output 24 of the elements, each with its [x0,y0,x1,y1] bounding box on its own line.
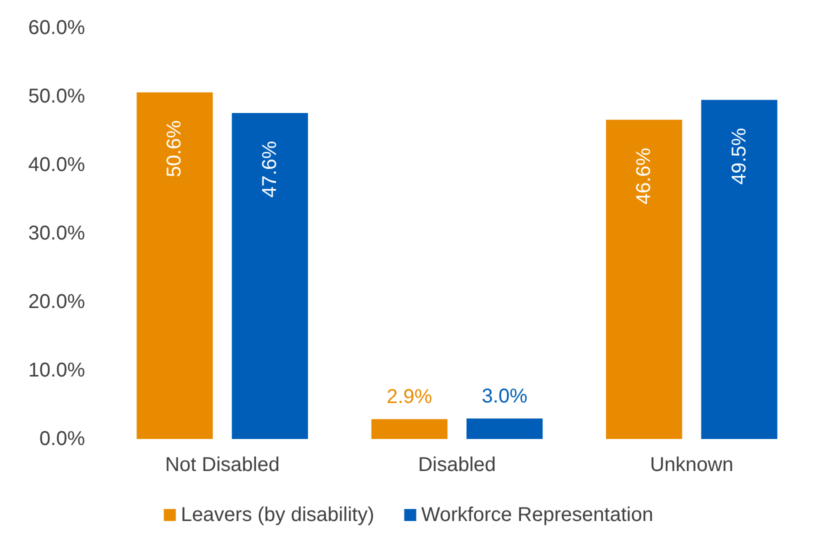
data-label: 47.6% [258,140,281,198]
data-label: 46.6% [633,148,656,205]
y-tick-label: 10.0% [28,360,86,382]
x-tick-label: Not Disabled [165,454,280,476]
bar [136,92,213,439]
y-tick-label: 0.0% [39,428,86,450]
legend-label: Leavers (by disability) [180,504,374,526]
data-label: 49.5% [728,128,750,185]
x-tick-label: Unknown [650,454,734,476]
data-label: 3.0% [482,385,528,408]
bar [606,120,682,439]
data-label: 2.9% [386,386,432,408]
data-label: 50.6% [164,120,186,178]
y-tick-label: 40.0% [28,154,86,176]
y-tick-label: 60.0% [28,17,86,39]
legend-label: Workforce Representation [421,504,654,526]
y-tick-label: 50.0% [28,86,86,108]
bar [232,112,308,439]
bar [701,100,778,439]
y-tick-label: 20.0% [28,291,86,313]
x-tick-label: Disabled [418,454,496,476]
bar [466,418,543,439]
y-tick-label: 30.0% [28,222,86,244]
bar [371,419,448,439]
